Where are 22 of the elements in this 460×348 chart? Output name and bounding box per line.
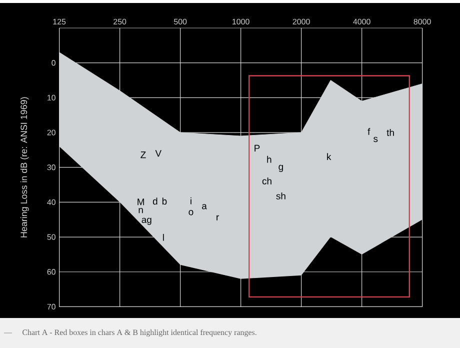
y-axis-title: Hearing Loss in dB (re: ANSI 1969)	[20, 97, 29, 238]
annotation: i	[190, 197, 192, 204]
annotation: ag	[142, 218, 152, 225]
annotation: a	[202, 204, 207, 210]
annotation: V	[155, 150, 162, 157]
annotation: g	[278, 164, 283, 172]
annotation: r	[216, 215, 219, 220]
annotation: ch	[262, 177, 272, 184]
annotation: k	[327, 153, 332, 160]
annotation: d	[152, 198, 158, 205]
annotation: b	[162, 198, 167, 205]
annotation: th	[386, 129, 394, 136]
annotation: h	[267, 156, 272, 163]
annotation: o	[188, 210, 194, 216]
annotation: f	[368, 128, 370, 135]
annotation: n	[138, 208, 143, 214]
annotation: Z	[140, 152, 146, 158]
annotation: sh	[276, 192, 286, 200]
annotation: M	[138, 198, 144, 206]
annotation: P	[254, 144, 260, 152]
annotation: s	[374, 136, 378, 142]
annotation: l	[162, 234, 164, 241]
